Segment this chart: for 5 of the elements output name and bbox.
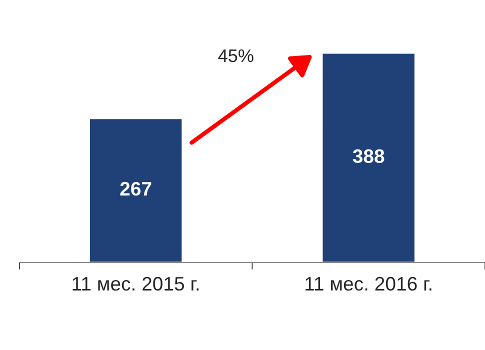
data-label: 388 — [352, 149, 384, 164]
data-label: 267 — [120, 182, 152, 196]
x-tick-label: 11 мес. 2015 г. — [72, 276, 199, 291]
x-tick-label: 11 мес. 2016 г. — [306, 276, 432, 291]
annotation: 45% — [218, 49, 254, 62]
